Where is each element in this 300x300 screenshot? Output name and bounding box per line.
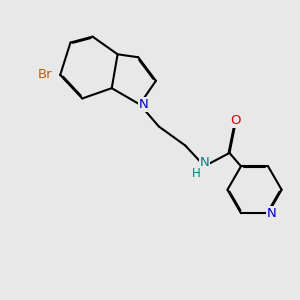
Text: N: N xyxy=(267,207,277,220)
Text: N: N xyxy=(200,156,209,169)
Text: H: H xyxy=(192,167,201,180)
Text: Br: Br xyxy=(38,68,52,81)
Text: N: N xyxy=(139,98,149,111)
Text: O: O xyxy=(230,114,241,127)
